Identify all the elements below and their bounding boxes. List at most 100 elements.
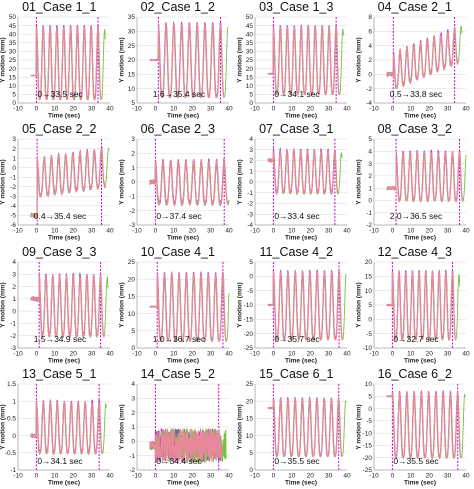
y-tick-label: -6 [10, 222, 16, 229]
y-tick-label: 0 [249, 179, 253, 186]
y-tick-label: -4 [247, 222, 253, 229]
y-axis-label: Y motion (mm) [0, 404, 7, 449]
x-tick-label: 30 [88, 350, 96, 357]
y-tick-label: 2 [368, 57, 372, 64]
x-tick-label: 30 [206, 472, 214, 479]
x-tick-label: 10 [288, 472, 296, 479]
y-tick-label: 0 [131, 345, 135, 352]
x-tick-label: -10 [250, 106, 260, 113]
x-tick-label: 10 [170, 106, 178, 113]
x-axis-label: Time (sec) [403, 357, 435, 364]
y-tick-label: 2 [12, 146, 16, 153]
chart-panel: 12_Case 4_3 -10 -5 0 5 10 15 20 -10 0 10 20 30 40 Time… [355, 245, 474, 367]
y-tick-label: 10 [246, 83, 254, 90]
trace-primary [267, 396, 343, 458]
y-tick-label: 4 [368, 149, 372, 156]
y-tick-label: 50 [246, 14, 254, 21]
y-tick-label: 2 [131, 151, 135, 158]
chart-title: 09_Case 3_3 [22, 244, 97, 259]
chart-title: 11_Case 4_2 [259, 244, 333, 259]
y-tick-label: 6 [368, 29, 372, 36]
trace-primary [148, 159, 228, 207]
chart-title: 06_Case 2_3 [140, 122, 215, 137]
y-tick-label: 45 [246, 23, 254, 30]
y-tick-label: 15 [9, 74, 17, 81]
y-axis-label: Y motion (mm) [355, 37, 362, 82]
y-tick-label: 10 [364, 287, 372, 294]
y-tick-label: 4 [131, 381, 135, 388]
chart-panel: 16_Case 6_2 -25 -20 -15 -10 -5 0 5 10 -10 0 10 20 30 4… [355, 367, 474, 489]
y-tick-label: 25 [246, 381, 254, 388]
x-tick-label: 40 [343, 350, 351, 357]
x-tick-label: -10 [13, 228, 23, 235]
y-axis-label: Y motion (mm) [0, 282, 7, 327]
trace-primary [267, 24, 340, 96]
trace-primary [30, 273, 105, 338]
trace-primary [30, 148, 106, 220]
chart-title: 15_Case 6_1 [259, 366, 334, 381]
x-tick-label: 30 [443, 228, 451, 235]
y-tick-label: 5 [12, 92, 16, 99]
y-tick-label: 15 [127, 72, 135, 79]
x-tick-label: 30 [206, 106, 214, 113]
x-tick-label: 20 [70, 228, 78, 235]
plot-area: -10 -5 0 5 10 15 20 -10 0 10 20 30 40 Time (sec) Y mot… [355, 259, 469, 364]
x-tick-label: 0 [153, 228, 157, 235]
x-tick-label: 30 [88, 472, 96, 479]
y-tick-label: 35 [127, 14, 135, 21]
x-tick-label: 0 [153, 350, 157, 357]
chart-panel: 13_Case 5_1 -1 -0.5 0 0.5 1 1.5 -10 0 10 20 30 40 Tim… [0, 367, 119, 489]
x-tick-label: 40 [462, 106, 470, 113]
y-tick-label: 50 [9, 14, 17, 21]
x-tick-label: 20 [307, 106, 315, 113]
y-tick-label: 10 [364, 381, 372, 388]
x-tick-label: 10 [407, 472, 415, 479]
x-tick-label: -10 [13, 106, 23, 113]
y-tick-label: 3 [131, 136, 135, 143]
y-tick-label: 10 [127, 86, 135, 93]
x-tick-label: 20 [307, 228, 315, 235]
y-tick-label: -3 [247, 212, 253, 219]
x-tick-label: 0 [153, 472, 157, 479]
x-tick-label: 0 [390, 472, 394, 479]
y-tick-label: 20 [246, 66, 254, 73]
plot-area: 5 10 15 20 25 30 35 -10 0 10 20 30 40 Time (sec) Y mot… [118, 14, 232, 119]
y-tick-label: 3 [131, 395, 135, 402]
y-tick-label: -3 [10, 194, 16, 201]
x-tick-label: 10 [170, 350, 178, 357]
y-tick-label: 1 [12, 156, 16, 163]
y-tick-label: -2 [247, 201, 253, 208]
x-tick-label: 30 [325, 106, 333, 113]
y-axis-label: Y motion (mm) [237, 404, 244, 449]
x-axis-label: Time (sec) [403, 113, 435, 120]
x-tick-label: -10 [13, 472, 23, 479]
x-tick-label: 0 [272, 228, 276, 235]
chart-panel: 10_Case 4_1 0 5 10 15 20 25 -10 0 10 20 30 40 Time (s… [118, 245, 238, 367]
plot-area: -1 -0.5 0 0.5 1 1.5 -10 0 10 20 30 40 Time (sec) Y mo… [0, 381, 114, 486]
x-tick-label: -10 [369, 228, 379, 235]
y-tick-label: 15 [127, 293, 135, 300]
x-tick-label: 40 [462, 228, 470, 235]
y-tick-label: -5 [247, 287, 253, 294]
y-tick-label: 0 [249, 467, 253, 474]
plot-area: -25 -20 -15 -10 -5 0 5 10 -10 0 10 20 30 40 Time (sec)… [355, 381, 469, 486]
y-tick-label: -10 [244, 302, 254, 309]
x-tick-label: 0 [35, 106, 39, 113]
y-tick-label: 1 [12, 398, 16, 405]
x-tick-label: -10 [132, 472, 142, 479]
time-range-annotation: 0→34.1 sec [274, 89, 320, 99]
y-tick-label: -3 [129, 222, 135, 229]
x-tick-label: 30 [443, 472, 451, 479]
x-tick-label: 30 [443, 106, 451, 113]
y-tick-label: -10 [362, 430, 372, 437]
chart-title: 02_Case 1_2 [140, 0, 215, 14]
y-tick-label: 40 [246, 31, 254, 38]
x-tick-label: -10 [132, 106, 142, 113]
x-axis-label: Time (sec) [166, 357, 198, 364]
y-tick-label: -1 [129, 194, 135, 201]
time-range-annotation: 2.0→36.5 sec [389, 211, 442, 221]
x-tick-label: 20 [188, 350, 196, 357]
y-tick-label: -15 [244, 316, 254, 323]
time-range-annotation: 0.4→35.4 sec [34, 211, 87, 221]
